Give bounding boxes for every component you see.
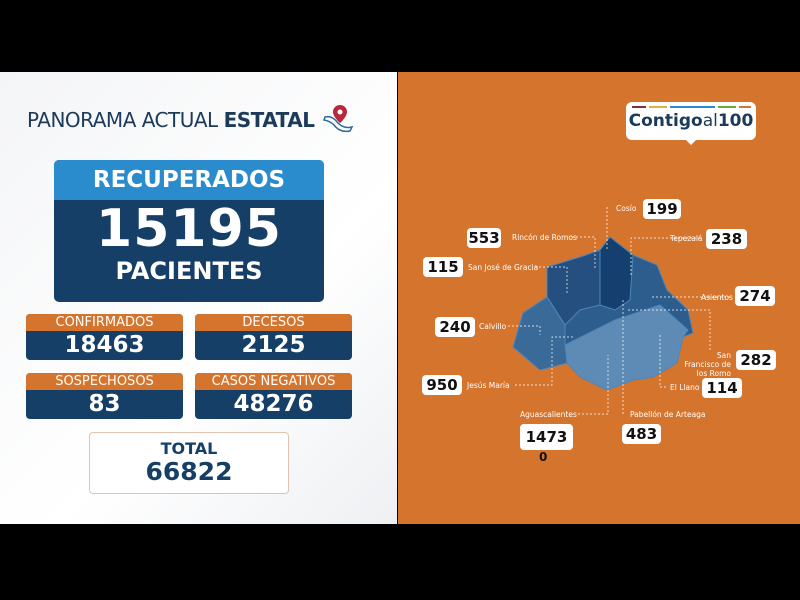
tepezala-label: Tepezalá	[670, 234, 703, 243]
asientos-value: 274	[735, 286, 775, 306]
stat-value: 18463	[64, 332, 145, 358]
casos-negativos-card: CASOS NEGATIVOS 48276	[195, 373, 352, 419]
aguascalientes-value: 1473	[520, 424, 573, 450]
page-title: PANORAMA ACTUAL ESTATAL	[27, 108, 315, 132]
pabellon-de-arteaga-label: Pabellón de Arteaga	[630, 410, 706, 419]
cosio-label: Cosío	[616, 204, 637, 213]
san-francisco-de-los-romo-label: San Francisco de los Romo	[684, 351, 731, 378]
stat-label: CASOS NEGATIVOS	[195, 373, 352, 390]
sospechosos-card: SOSPECHOSOS 83	[26, 373, 183, 419]
region-north	[599, 236, 634, 311]
rincon-de-romos-value: 553	[467, 228, 501, 248]
cosio-value: 199	[643, 199, 681, 219]
stat-value: 83	[88, 391, 121, 417]
rincon-de-romos-label: Rincón de Romos	[512, 233, 577, 242]
contigo-al-100-logo: Contigoal100	[626, 102, 756, 145]
stat-value: 2125	[241, 332, 306, 358]
jesus-maria-label: Jesús María	[467, 381, 510, 390]
total-card: TOTAL 66822	[89, 432, 289, 494]
stat-label: DECESOS	[195, 314, 352, 331]
asientos-label: Asientos	[701, 293, 733, 302]
recuperados-value: 15195	[96, 199, 282, 259]
decesos-card: DECESOS 2125	[195, 314, 352, 360]
mexico-map-pin-icon	[323, 105, 354, 133]
recuperados-card: RECUPERADOS 15195 PACIENTES	[54, 160, 324, 302]
san-francisco-de-los-romo-value: 282	[736, 350, 776, 370]
san-jose-de-gracia-value: 115	[423, 257, 463, 277]
tepezala-value: 238	[706, 229, 747, 249]
total-value: 66822	[145, 457, 233, 486]
region-south	[564, 304, 689, 391]
total-label: TOTAL	[160, 439, 218, 458]
stat-label: CONFIRMADOS	[26, 314, 183, 331]
region-west	[512, 296, 568, 371]
stat-label: SOSPECHOSOS	[26, 373, 183, 390]
el-llano-label: El Llano	[670, 383, 700, 392]
aguascalientes-label: Aguascalientes	[520, 410, 577, 419]
pabellon-de-arteaga-value: 483	[622, 424, 661, 444]
recuperados-label: RECUPERADOS	[54, 160, 324, 200]
el-llano-value: 114	[702, 378, 742, 398]
leader-lines	[508, 207, 730, 415]
recuperados-unit: PACIENTES	[115, 257, 263, 285]
aguascalientes-extra-value: 0	[539, 450, 548, 464]
stat-value: 48276	[233, 391, 314, 417]
jesus-maria-value: 950	[422, 375, 462, 395]
calvillo-label: Calvillo	[479, 322, 507, 331]
confirmados-card: CONFIRMADOS 18463	[26, 314, 183, 360]
calvillo-value: 240	[435, 317, 475, 337]
san-jose-de-gracia-label: San José de Gracia	[468, 263, 539, 272]
